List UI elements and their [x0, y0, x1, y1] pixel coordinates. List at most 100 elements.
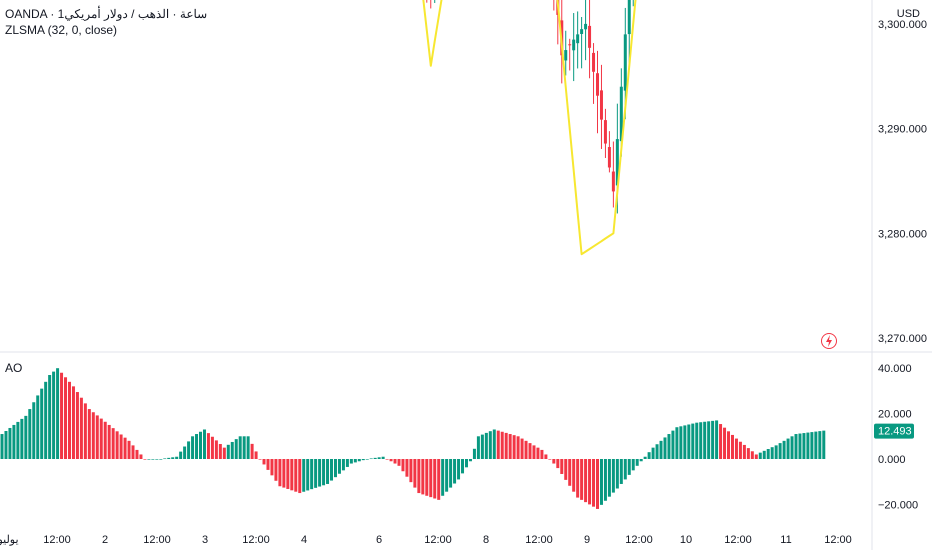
ao-bar [774, 445, 778, 459]
x-tick-label: 12:00 [525, 534, 553, 546]
ao-bar [171, 457, 175, 459]
ao-bar [258, 459, 262, 460]
x-tick-label: 6 [376, 534, 382, 546]
ao-bar [302, 459, 306, 492]
ao-bar [56, 368, 60, 459]
ao-bar [758, 452, 762, 459]
candle-body [627, 0, 631, 35]
ao-bar [750, 451, 754, 459]
ao-bar [603, 459, 607, 501]
ao-bar [576, 459, 580, 498]
ao-bar [560, 459, 564, 474]
ao-bar [468, 459, 472, 462]
ao-bar [528, 443, 532, 459]
ao-bar [810, 432, 814, 459]
ao-bar [48, 375, 52, 459]
ao-bar [322, 459, 326, 486]
candle-body [603, 120, 607, 144]
ao-bar [79, 397, 83, 459]
ao-bar [496, 430, 500, 459]
currency-label[interactable]: USD [896, 8, 920, 20]
ao-bar [91, 412, 95, 459]
x-tick-label: 12:00 [242, 534, 270, 546]
ao-bar [341, 459, 345, 471]
ao-bar [683, 425, 687, 459]
ao-bar [397, 459, 401, 466]
ao-bar [254, 451, 258, 459]
ao-bar [421, 459, 425, 495]
ao-bar [727, 431, 731, 459]
ao-bar [314, 459, 318, 488]
ao-bar [349, 459, 353, 464]
ao-bar [155, 459, 159, 460]
x-tick-label: 10 [680, 534, 692, 546]
ao-bar [719, 424, 723, 459]
ao-bar [822, 430, 826, 459]
ao-bar [635, 459, 639, 466]
ao-bar [381, 456, 385, 459]
ao-bar [0, 434, 4, 459]
ao-bar [512, 435, 516, 459]
ao-bar [385, 459, 389, 460]
ao-bar [778, 443, 782, 459]
ao-bar [675, 427, 679, 459]
ao-bar [95, 415, 99, 459]
ao-bar [409, 459, 413, 483]
ao-bar [270, 459, 274, 476]
ao-bar [607, 459, 611, 497]
ao-bar [123, 437, 127, 459]
candle-body [596, 73, 599, 96]
ao-bar [798, 433, 802, 459]
ao-bar [238, 436, 242, 459]
ao-bar [627, 459, 631, 475]
ao-bar [282, 459, 286, 488]
ao-bar [429, 459, 433, 498]
ao-bar [24, 415, 28, 459]
ao-bar [659, 440, 663, 459]
candle-body [611, 171, 615, 192]
ao-bar [337, 459, 341, 474]
ao-bar [373, 457, 377, 459]
ao-tick-label: 20.000 [878, 409, 912, 421]
ao-bar [568, 459, 572, 486]
ao-bar [214, 440, 218, 459]
ao-bar [83, 403, 87, 459]
ao-bar [472, 448, 476, 459]
ao-bar [179, 451, 183, 459]
ao-bar [250, 443, 254, 459]
x-tick-label: 12:00 [143, 534, 171, 546]
ao-bar [218, 444, 222, 459]
ao-bar [151, 459, 155, 460]
symbol-title: OANDA · 1ساعة · الذهب / دولار أمريكي [5, 7, 208, 21]
candle-body [607, 147, 611, 168]
ao-tick-label: 0.000 [878, 454, 906, 466]
zlsma-line [422, 0, 637, 256]
candle-body [592, 52, 596, 72]
ao-bar [163, 458, 167, 460]
ao-bar [417, 459, 421, 494]
x-tick-label: 9 [584, 534, 590, 546]
ao-bar [631, 459, 635, 471]
x-tick-label: 2 [102, 534, 108, 546]
ao-bar [715, 420, 719, 459]
ao-bar [699, 422, 703, 459]
ao-bar [139, 454, 143, 459]
ao-bar [584, 459, 588, 503]
candle-body [623, 34, 627, 91]
ao-bar [405, 459, 409, 477]
ao-bar [679, 426, 683, 459]
ao-bar [437, 459, 441, 500]
ao-bar [449, 459, 453, 488]
ao-bar [476, 436, 480, 459]
ao-bar [734, 438, 738, 459]
ao-bar [790, 436, 794, 459]
candle-body [615, 139, 619, 186]
ao-bar [310, 459, 314, 490]
ao-bar [294, 459, 298, 492]
ao-bar [413, 459, 417, 488]
ao-bar [36, 395, 40, 459]
ao-bar [187, 441, 191, 459]
ao-bar [520, 438, 524, 459]
